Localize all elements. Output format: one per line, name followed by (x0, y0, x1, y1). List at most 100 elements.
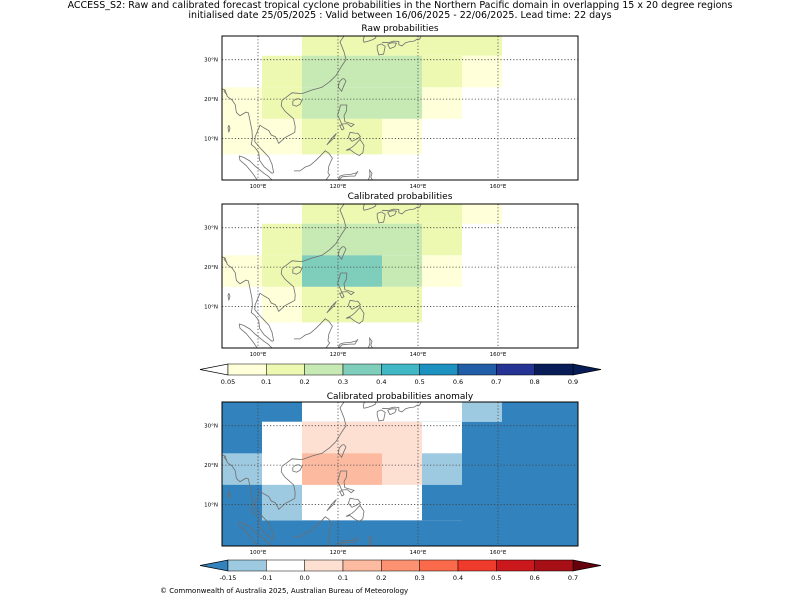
raw-probabilities-map: 100°E 120°E 140°E 160°E 10°N 20°N 30°N (204, 35, 579, 190)
colorbar-tick-label: 0.4 (453, 574, 463, 582)
colorbar-over-triangle (572, 559, 602, 572)
colorbar-tick-label: 0.6 (529, 574, 539, 582)
latitude-tick-label: 30°N (204, 58, 218, 64)
coastline (362, 36, 377, 43)
colorbar-tick-label: 0.1 (261, 378, 271, 386)
colorbar-bin (381, 363, 420, 376)
figure-title-line-1: ACCESS_S2: Raw and calibrated forecast t… (67, 0, 733, 11)
coastline (223, 89, 228, 96)
longitude-tick-label: 140°E (410, 184, 427, 190)
latitude-tick-label: 30°N (204, 226, 218, 232)
region-cell (262, 55, 302, 88)
coastline (223, 257, 228, 264)
longitude-tick-label: 100°E (250, 550, 267, 556)
region-cell (422, 223, 462, 256)
colorbar-bin (381, 559, 420, 572)
colorbar-bin (266, 363, 305, 376)
longitude-tick-label: 140°E (410, 550, 427, 556)
colorbar-bin (457, 559, 497, 572)
colorbar-bin (266, 559, 305, 572)
colorbar-bin (496, 363, 535, 376)
coastline (345, 306, 365, 324)
coastline (387, 42, 397, 50)
coastline (368, 534, 373, 546)
longitude-tick-label: 120°E (330, 550, 347, 556)
region-cell (262, 223, 302, 256)
region-cell (422, 453, 462, 485)
region-cell (262, 118, 302, 155)
colorbar-tick-label: 0.5 (491, 574, 501, 582)
coastline (337, 104, 355, 128)
coastline (337, 470, 355, 494)
coastline (223, 455, 228, 462)
region-cell (382, 87, 422, 119)
colorbar-tick-label: -0.15 (220, 574, 237, 582)
coastline (337, 171, 359, 180)
region-cell (302, 453, 382, 485)
colorbar-bin (227, 363, 267, 376)
coastline (294, 318, 333, 348)
colorbar-tick-label: 0.3 (414, 574, 424, 582)
region-cell (302, 286, 342, 323)
coastline (362, 402, 377, 409)
coastline (227, 491, 231, 499)
coastline (347, 497, 361, 508)
coastline (338, 292, 345, 299)
colorbar-bin (496, 559, 535, 572)
region-cell (342, 223, 382, 256)
colorbar-tick-label: 0.3 (338, 378, 348, 386)
coastline (376, 211, 386, 224)
coastline (222, 36, 347, 174)
region-cell (422, 55, 462, 88)
coastline (337, 444, 347, 458)
region-cell (382, 286, 422, 323)
coastline (387, 408, 397, 416)
coastline (345, 504, 365, 522)
map-frame (221, 35, 579, 181)
map-frame (221, 203, 579, 349)
coastline (227, 125, 231, 133)
coastline (227, 293, 231, 301)
longitude-tick-label: 140°E (410, 352, 427, 358)
longitude-tick-label: 160°E (490, 352, 507, 358)
colorbar-tick-label: 0.2 (376, 574, 386, 582)
coastline (337, 339, 359, 348)
colorbar-tick-label: 0.2 (299, 378, 309, 386)
region-cell (342, 204, 382, 224)
panel-title-calibrated: Calibrated probabilities (347, 192, 453, 202)
colorbar-tick-label: 0.1 (338, 574, 348, 582)
region-cell (462, 204, 502, 224)
coastline (326, 133, 337, 146)
colorbar-tick-label: 0.6 (453, 378, 463, 386)
latitude-tick-label: 20°N (204, 97, 218, 103)
region-cell (342, 87, 382, 119)
colorbar-tick-label: 0.0 (299, 574, 309, 582)
region-cell (422, 36, 462, 56)
latitude-tick-label: 20°N (204, 463, 218, 469)
coastline (362, 204, 377, 211)
coastline (337, 272, 355, 296)
map-frame (221, 401, 579, 547)
colorbar-bin (419, 559, 459, 572)
coastline (376, 409, 386, 422)
coastline (326, 499, 337, 512)
region-cell (382, 118, 422, 155)
coastline (238, 323, 258, 348)
region-cell (222, 453, 262, 485)
region-cell (422, 255, 462, 287)
colorbar-bin (534, 559, 574, 572)
region-cell (342, 255, 382, 287)
region-cell (342, 36, 382, 56)
colorbar-over-triangle (572, 363, 602, 376)
colorbar-bin (342, 559, 382, 572)
colorbar-tick-label: 0.7 (568, 574, 578, 582)
coastline (292, 266, 303, 275)
region-cell (422, 484, 462, 521)
coastline (222, 204, 347, 342)
calibrated-probabilities-map: 100°E 120°E 140°E 160°E 10°N 20°N 30°N (204, 203, 579, 358)
anomaly-colorbar: -0.15 -0.1 0.0 0.1 0.2 0.3 0.4 0.5 0.6 0.7 (199, 559, 602, 582)
longitude-tick-label: 100°E (250, 184, 267, 190)
colorbar-tick-label: 0.4 (376, 378, 386, 386)
coastline (294, 516, 333, 546)
longitude-tick-label: 120°E (330, 184, 347, 190)
